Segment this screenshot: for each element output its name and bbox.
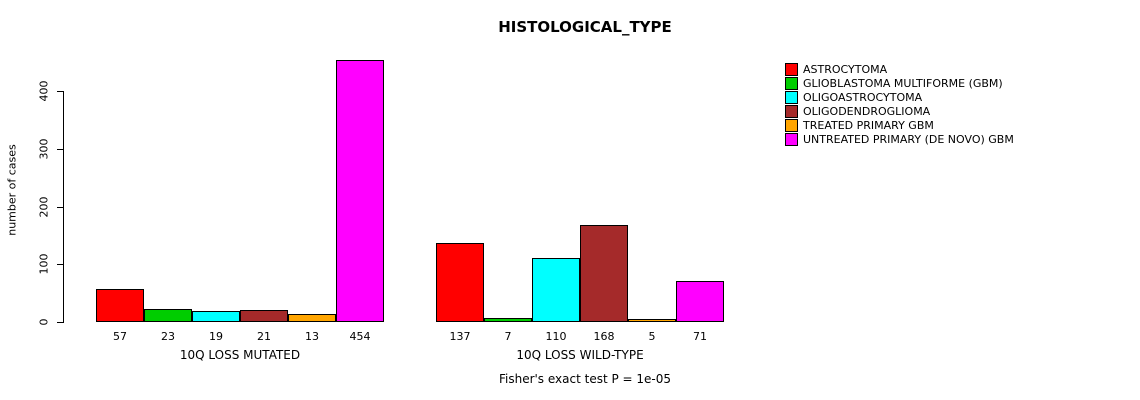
- legend-item-label: OLIGODENDROGLIOMA: [803, 104, 931, 118]
- y-axis-label: number of cases: [5, 144, 19, 236]
- bar-value-label: 57: [113, 330, 127, 343]
- legend-color-swatch-icon: [785, 90, 798, 104]
- y-tick: [57, 148, 63, 150]
- legend-item: OLIGOASTROCYTOMA: [785, 90, 1014, 104]
- legend-item-label: ASTROCYTOMA: [803, 62, 888, 76]
- y-axis-line: [63, 91, 64, 323]
- bar-value-label: 5: [648, 330, 656, 343]
- bar: [96, 289, 144, 322]
- legend-item: ASTROCYTOMA: [785, 62, 1014, 76]
- legend-color-swatch-icon: [785, 118, 798, 132]
- group-label: 10Q LOSS WILD-TYPE: [516, 348, 644, 362]
- legend-color-swatch-icon: [785, 62, 798, 76]
- y-tick-label: 300: [37, 138, 51, 160]
- bar: [532, 258, 580, 322]
- bar-value-label: 13: [305, 330, 319, 343]
- legend-color-swatch-icon: [785, 104, 798, 118]
- legend-item-label: TREATED PRIMARY GBM: [803, 118, 934, 132]
- y-tick: [57, 206, 63, 208]
- legend-color-swatch-icon: [785, 76, 798, 90]
- bar-value-label: 137: [449, 330, 471, 343]
- y-tick-label: 400: [37, 80, 51, 102]
- y-tick: [57, 91, 63, 92]
- bar: [144, 309, 192, 322]
- chart-title: HISTOLOGICAL_TYPE: [498, 18, 672, 36]
- legend-item: OLIGODENDROGLIOMA: [785, 104, 1014, 118]
- bar-value-label: 71: [693, 330, 707, 343]
- legend-item: GLIOBLASTOMA MULTIFORME (GBM): [785, 76, 1014, 90]
- legend-item: TREATED PRIMARY GBM: [785, 118, 1014, 132]
- bar: [436, 243, 484, 322]
- y-tick: [57, 264, 63, 266]
- bar-value-label: 168: [593, 330, 615, 343]
- y-tick-label: 100: [37, 253, 51, 275]
- y-tick: [57, 322, 63, 323]
- legend-color-swatch-icon: [785, 132, 798, 146]
- bar: [580, 225, 628, 322]
- legend-item-label: UNTREATED PRIMARY (DE NOVO) GBM: [803, 132, 1014, 146]
- legend: ASTROCYTOMA GLIOBLASTOMA MULTIFORME (GBM)…: [785, 62, 1014, 146]
- bar: [240, 310, 288, 322]
- bar-value-label: 19: [209, 330, 223, 343]
- bar: [192, 311, 240, 322]
- legend-item-label: GLIOBLASTOMA MULTIFORME (GBM): [803, 76, 1003, 90]
- legend-item: UNTREATED PRIMARY (DE NOVO) GBM: [785, 132, 1014, 146]
- bar-value-label: 21: [257, 330, 271, 343]
- bar-value-label: 454: [349, 330, 371, 343]
- y-tick-label: 200: [37, 196, 51, 217]
- group-label: 10Q LOSS MUTATED: [179, 348, 301, 362]
- stat-annotation: Fisher's exact test P = 1e-05: [498, 372, 672, 386]
- y-tick-label: 0: [37, 318, 51, 326]
- bar-value-label: 23: [161, 330, 175, 343]
- bar: [484, 318, 532, 322]
- legend-item-label: OLIGOASTROCYTOMA: [803, 90, 923, 104]
- bar: [288, 314, 336, 322]
- bar: [676, 281, 724, 322]
- bar: [628, 319, 676, 322]
- bar-value-label: 7: [504, 330, 512, 343]
- bar: [336, 60, 384, 322]
- bar-value-label: 110: [545, 330, 567, 343]
